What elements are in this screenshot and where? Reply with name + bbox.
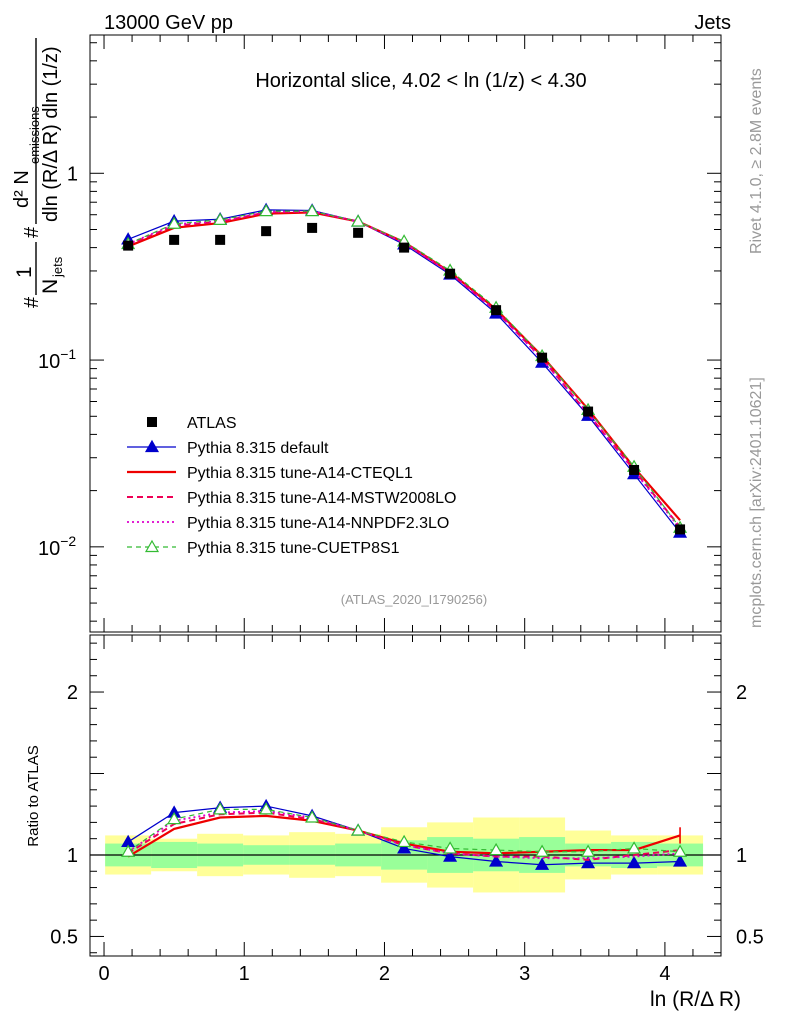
data-point xyxy=(307,222,318,233)
ratio-point-0 xyxy=(535,857,550,870)
ratio-y-tick-label-right: 1 xyxy=(736,845,747,867)
y-tick-label: 1 xyxy=(67,163,78,185)
x-tick-label: 4 xyxy=(659,963,670,985)
legend-label-0: Pythia 8.315 default xyxy=(187,440,329,457)
y-axis-label: # 1 N jets # d² N emissions dln (R/Δ R) … xyxy=(11,38,65,308)
main-ticks: 1 10−1 10−2 xyxy=(38,42,721,622)
ratio-point-0 xyxy=(673,854,688,867)
ylabel-njets: N xyxy=(39,279,62,294)
x-axis-label: ln (R/Δ R) xyxy=(650,988,741,1011)
ratio-point-4 xyxy=(397,834,412,848)
mcplots-label: mcplots.cern.ch [arXiv:2401.10621] xyxy=(748,377,765,628)
series-point-4 xyxy=(259,203,274,217)
ratio-point-4 xyxy=(443,841,458,854)
ratio-point-4 xyxy=(627,841,642,854)
data-point xyxy=(353,227,364,238)
x-tick-label: 1 xyxy=(239,963,250,985)
data-point xyxy=(537,352,548,363)
ylabel-hash: # xyxy=(21,296,43,308)
ylabel-numerator-sub: emissions xyxy=(27,106,42,164)
ratio-point-4 xyxy=(673,844,688,857)
ratio-point-0 xyxy=(581,855,596,869)
series-point-4 xyxy=(167,216,182,229)
legend-marker-0 xyxy=(144,439,160,453)
data-point xyxy=(261,226,272,237)
x-tick-label: 3 xyxy=(519,963,530,985)
ratio-point-4 xyxy=(167,811,182,825)
process-label: Jets xyxy=(694,12,731,34)
watermark: (ATLAS_2020_I1790256) xyxy=(341,592,487,607)
data-point xyxy=(445,268,456,279)
ratio-point-4 xyxy=(259,802,274,815)
y-tick-label: 10−1 xyxy=(38,346,76,373)
ratio-y-tick-label: 1 xyxy=(67,845,78,867)
data-point xyxy=(583,406,594,417)
ratio-point-4 xyxy=(305,810,320,823)
legend-label-1: Pythia 8.315 tune-A14-CTEQL1 xyxy=(187,465,413,482)
ratio-point-4 xyxy=(351,823,366,836)
chart-title: Horizontal slice, 4.02 < ln (1/z) < 4.30 xyxy=(255,70,586,92)
legend-label-2: Pythia 8.315 tune-A14-MSTW2008LO xyxy=(187,490,456,507)
ratio-ticks: 2 2 1 1 0.5 0.5 xyxy=(50,642,764,954)
ratio-panel: 2 2 1 1 0.5 0.5 xyxy=(50,634,764,957)
data-point xyxy=(215,234,226,245)
ratio-y-tick-label: 0.5 xyxy=(50,926,78,948)
ratio-point-4 xyxy=(213,802,228,815)
legend-marker-4 xyxy=(144,539,160,553)
ratio-y-tick-label-right: 0.5 xyxy=(736,926,764,948)
ylabel-denominator: dln (R/Δ R) dln (1/z) xyxy=(40,46,62,222)
ratio-y-tick-label: 2 xyxy=(67,682,78,704)
main-panel: 1 10−1 10−2 Horizontal slice, 4.02 < ln (1… xyxy=(38,34,722,633)
x-ticks: 0 1 2 3 4 xyxy=(98,35,722,985)
data-point xyxy=(629,464,640,475)
ratio-y-label: Ratio to ATLAS xyxy=(25,745,42,846)
x-tick-label: 0 xyxy=(98,963,109,985)
ylabel-prefix: 1 xyxy=(13,266,36,278)
data-point xyxy=(675,524,686,535)
legend-label-3: Pythia 8.315 tune-A14-NNPDF2.3LO xyxy=(187,515,449,532)
ratio-y-tick-label-right: 2 xyxy=(736,682,747,704)
ratio-point-4 xyxy=(581,844,596,857)
series-line-0 xyxy=(127,209,681,534)
legend-label-atlas: ATLAS xyxy=(187,415,237,432)
legend-label-4: Pythia 8.315 tune-CUETP8S1 xyxy=(187,540,400,557)
series-point-4 xyxy=(213,212,228,225)
ylabel-hash-2: # xyxy=(21,226,43,238)
ratio-point-4 xyxy=(535,844,550,857)
main-marks xyxy=(121,202,688,538)
ratio-point-0 xyxy=(627,855,642,869)
data-point xyxy=(491,305,502,316)
y-tick-label: 10−2 xyxy=(38,533,76,560)
ratio-point-0 xyxy=(489,854,504,867)
ratio-frame xyxy=(89,634,722,957)
main-frame xyxy=(89,34,722,633)
rivet-label: Rivet 4.1.0, ≥ 2.8M events xyxy=(748,68,765,254)
legend: ATLAS Pythia 8.315 default Pythia 8.315 tu… xyxy=(127,415,456,557)
data-point xyxy=(399,242,410,253)
x-tick-label: 2 xyxy=(379,963,390,985)
ratio-point-4 xyxy=(489,842,504,856)
ratio-point-0 xyxy=(397,841,412,854)
ratio-point-0 xyxy=(443,849,458,862)
ratio-point-4 xyxy=(121,844,136,857)
data-point xyxy=(123,240,134,251)
energy-label: 13000 GeV pp xyxy=(104,12,233,34)
series-point-4 xyxy=(305,203,320,217)
ylabel-njets-sub: jets xyxy=(50,256,65,278)
series-point-4 xyxy=(351,214,366,227)
legend-marker-atlas xyxy=(147,417,157,427)
data-point xyxy=(169,234,180,245)
ylabel-numerator: d² N xyxy=(11,170,33,208)
ratio-marks xyxy=(90,798,721,893)
